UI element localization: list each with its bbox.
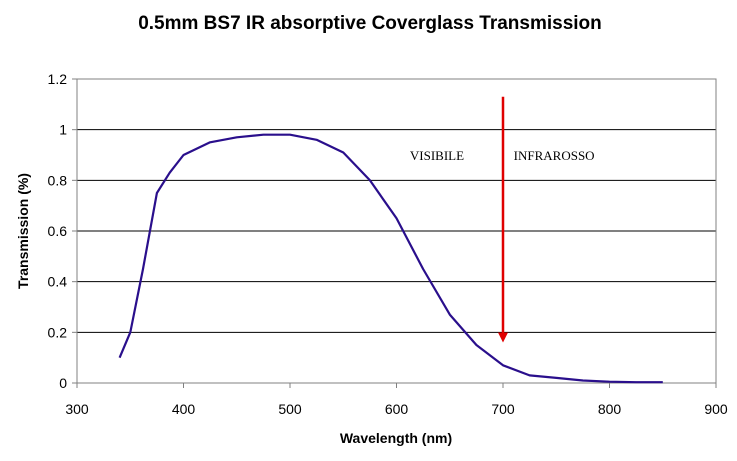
x-tick-label: 300 [65, 401, 89, 417]
series-group [118, 133, 663, 384]
divider-arrow-head [498, 332, 508, 343]
y-tick-label: 0 [59, 375, 67, 391]
y-tick-label: 1.2 [48, 71, 68, 87]
y-axis-ticks: 0 0.2 0.4 0.6 0.8 1 1.2 [48, 71, 77, 391]
x-tick-label: 600 [385, 401, 409, 417]
annotation-label: VISIBILE [410, 148, 464, 163]
chart-title: 0.5mm BS7 IR absorptive Coverglass Trans… [138, 13, 602, 34]
x-axis-label: Wavelength (nm) [340, 430, 452, 446]
y-axis-label: Transmission (%) [15, 173, 31, 289]
annotations: VISIBILE INFRAROSSO [410, 96, 595, 343]
x-tick-label: 700 [491, 401, 515, 417]
y-tick-label: 0.4 [48, 274, 68, 290]
y-tick-label: 0.6 [48, 223, 68, 239]
x-tick-label: 900 [704, 401, 728, 417]
annotation-label: INFRAROSSO [514, 148, 595, 163]
x-tick-label: 500 [278, 401, 302, 417]
x-tick-label: 400 [172, 401, 196, 417]
transmission-line [118, 133, 663, 384]
gridlines [77, 129, 716, 333]
y-tick-label: 0.8 [48, 172, 68, 188]
y-tick-label: 1 [59, 122, 67, 138]
x-axis-ticks: 300 400 500 600 700 800 900 [65, 383, 728, 417]
x-tick-label: 800 [598, 401, 622, 417]
y-tick-label: 0.2 [48, 324, 68, 340]
